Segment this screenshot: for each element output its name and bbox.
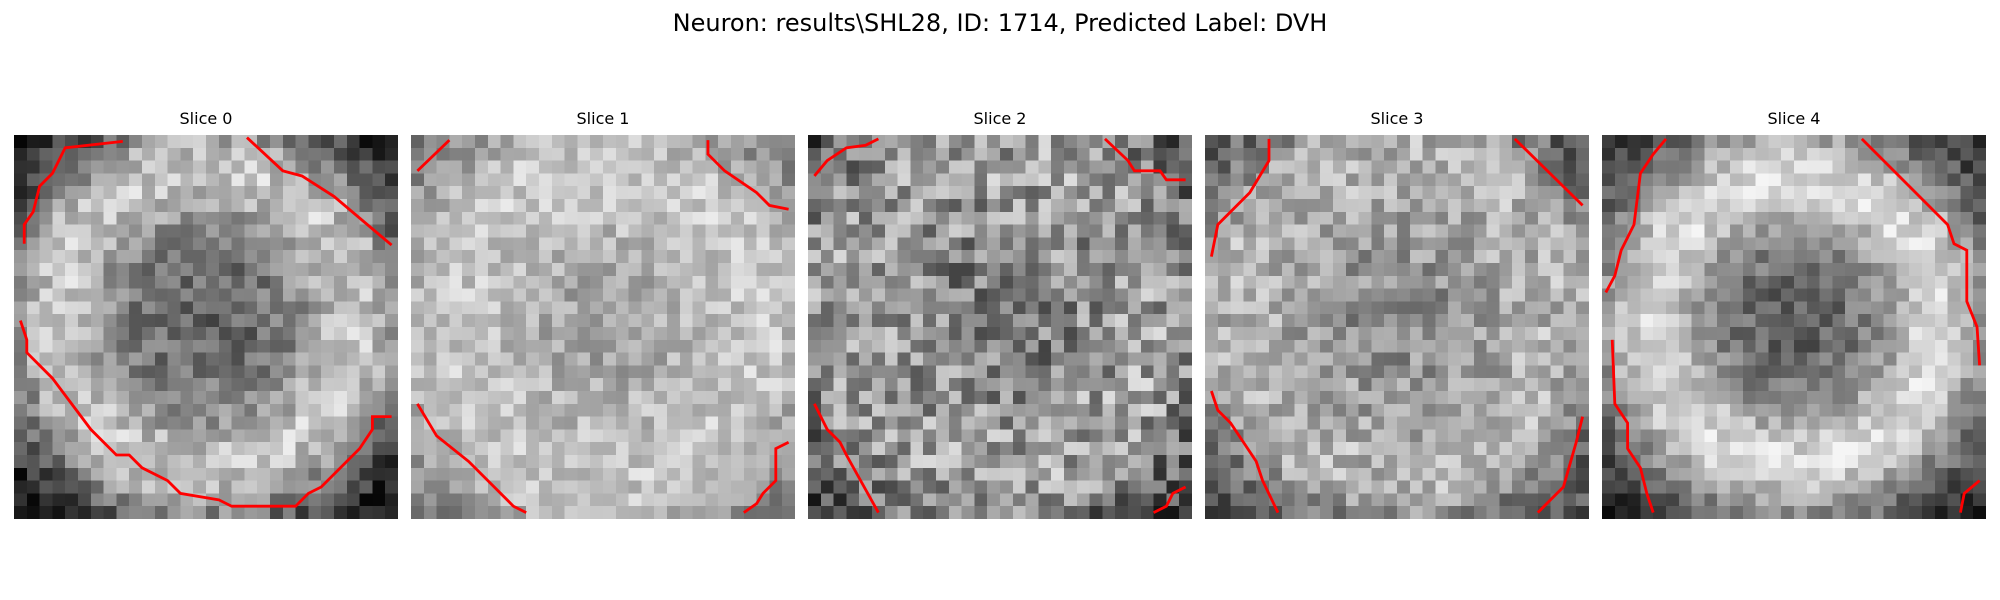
slice-image [1205,135,1589,519]
slice-title: Slice 2 [973,109,1027,128]
contour-line [1610,339,1655,514]
contour-line [416,139,451,172]
slice-image [1602,135,1986,519]
contour-line [1513,137,1584,207]
contour-line [742,440,790,514]
slice-panel-4: Slice 4 [1602,108,1986,520]
slice-image [14,135,398,519]
slice-panel-2: Slice 2 [808,108,1192,520]
contour-line [1103,137,1186,182]
slice-title: Slice 1 [576,109,630,128]
contour-line [706,140,789,211]
contour-line [1536,416,1584,514]
contour-line [246,136,393,247]
contour-line [1210,138,1271,257]
contour-line [19,320,392,508]
slice-image [808,135,1192,519]
contour-line [1860,137,1982,366]
contour-line [813,137,880,177]
contour-line [416,403,527,514]
contour-line [813,403,880,514]
figure-title: Neuron: results\SHL28, ID: 1714, Predict… [672,9,1328,37]
contour-line [1210,390,1280,514]
slice-title: Slice 0 [179,109,233,128]
contour-line [1604,137,1668,294]
slice-image [411,135,795,519]
contour-line [1152,485,1187,514]
contour-line [22,140,123,244]
slice-panel-3: Slice 3 [1205,108,1589,520]
slice-panel-1: Slice 1 [411,108,795,520]
slice-panel-0: Slice 0 [14,108,398,520]
slice-title: Slice 3 [1370,109,1424,128]
contour-line [1959,479,1981,513]
slice-title: Slice 4 [1767,109,1821,128]
